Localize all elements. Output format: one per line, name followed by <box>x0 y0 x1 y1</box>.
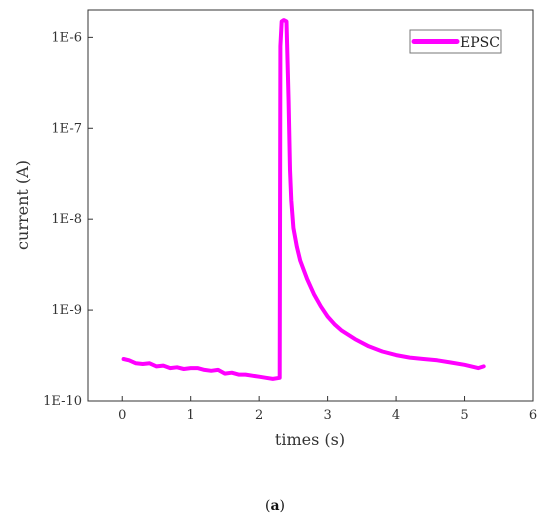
x-tick-label: 4 <box>392 408 400 423</box>
y-axis-ticks: 1E-10 1E-9 1E-8 1E-7 1E-6 <box>43 30 93 409</box>
series-line-epsc <box>121 18 486 381</box>
figure-caption: (a) <box>265 498 285 514</box>
x-tick-label: 0 <box>118 408 126 423</box>
plot-frame <box>87 9 534 402</box>
y-tick-label: 1E-6 <box>51 30 82 45</box>
y-axis-title: current (A) <box>13 160 32 250</box>
x-tick-label: 2 <box>255 408 263 423</box>
series-layer <box>121 18 486 381</box>
x-tick-label: 5 <box>460 408 468 423</box>
y-tick-label: 1E-7 <box>51 121 82 136</box>
plot-area <box>87 9 534 402</box>
legend: EPSC <box>409 29 502 54</box>
x-tick-label: 3 <box>323 408 331 423</box>
x-axis-ticks: 0 1 2 3 4 5 6 <box>118 396 537 423</box>
x-tick-label: 6 <box>529 408 537 423</box>
y-tick-label: 1E-9 <box>51 303 82 318</box>
x-axis-title: times (s) <box>275 430 345 449</box>
y-tick-label: 1E-8 <box>51 212 82 227</box>
y-tick-label: 1E-10 <box>43 394 82 409</box>
legend-label-epsc: EPSC <box>460 35 500 51</box>
x-tick-label: 1 <box>187 408 195 423</box>
